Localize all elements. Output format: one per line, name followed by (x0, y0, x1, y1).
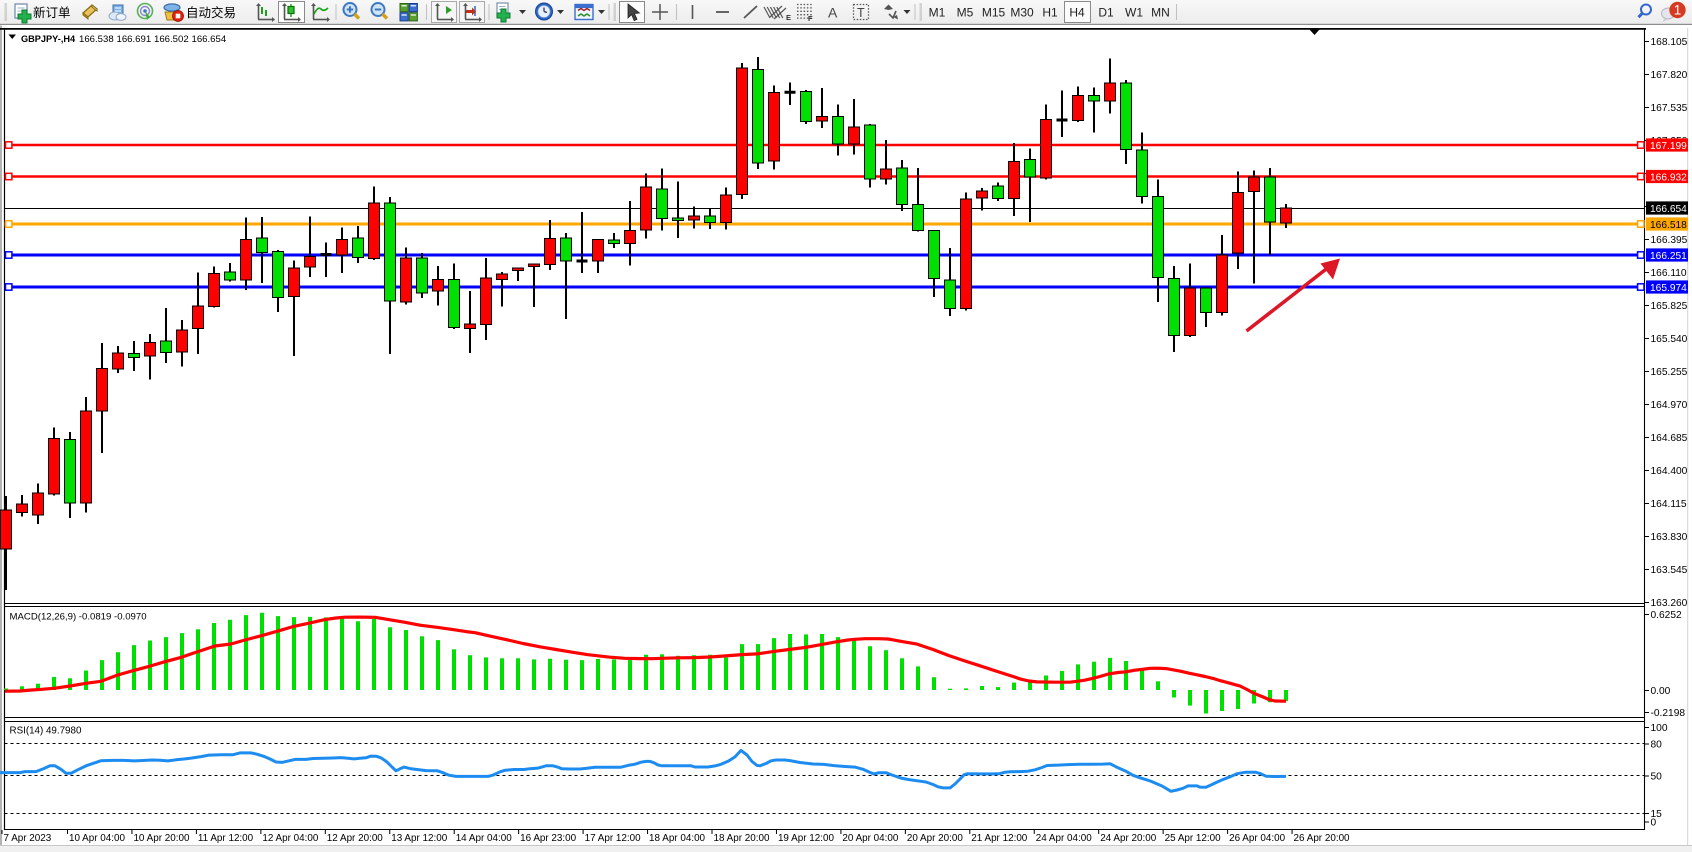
svg-text:H4: H4 (1069, 6, 1085, 20)
svg-text:15: 15 (1651, 809, 1663, 820)
svg-text:26 Apr 20:00: 26 Apr 20:00 (1294, 833, 1351, 844)
svg-text:19 Apr 12:00: 19 Apr 12:00 (778, 833, 835, 844)
svg-text:24 Apr 04:00: 24 Apr 04:00 (1036, 833, 1093, 844)
svg-text:RSI(14) 49.7980: RSI(14) 49.7980 (10, 726, 82, 737)
svg-text:F: F (808, 14, 813, 23)
svg-text:165.974: 165.974 (1650, 283, 1687, 294)
svg-text:166.502: 166.502 (154, 34, 189, 45)
svg-text:166.110: 166.110 (1651, 268, 1687, 279)
svg-text:11 Apr 12:00: 11 Apr 12:00 (198, 833, 254, 844)
svg-text:163.545: 163.545 (1651, 565, 1688, 576)
svg-text:7 Apr 2023: 7 Apr 2023 (4, 833, 52, 844)
svg-text:10 Apr 04:00: 10 Apr 04:00 (69, 833, 126, 844)
svg-text:10 Apr 20:00: 10 Apr 20:00 (133, 833, 190, 844)
svg-text:M30: M30 (1010, 6, 1034, 20)
svg-text:167.535: 167.535 (1651, 103, 1688, 114)
svg-text:20 Apr 20:00: 20 Apr 20:00 (907, 833, 964, 844)
svg-text:-0.2198: -0.2198 (1651, 708, 1686, 719)
svg-text:26 Apr 04:00: 26 Apr 04:00 (1229, 833, 1286, 844)
svg-text:0: 0 (1651, 817, 1657, 828)
svg-text:21 Apr 12:00: 21 Apr 12:00 (971, 833, 1028, 844)
svg-text:E: E (786, 13, 791, 22)
svg-text:1: 1 (1674, 3, 1682, 18)
svg-text:H1: H1 (1042, 6, 1058, 20)
svg-text:166.538: 166.538 (79, 34, 114, 45)
svg-text:自动交易: 自动交易 (186, 5, 236, 20)
svg-text:20 Apr 04:00: 20 Apr 04:00 (842, 833, 899, 844)
svg-text:T: T (857, 6, 865, 20)
svg-text:M15: M15 (982, 6, 1006, 20)
svg-text:0.00: 0.00 (1651, 686, 1671, 697)
svg-text:80: 80 (1651, 739, 1663, 750)
svg-text:16 Apr 23:00: 16 Apr 23:00 (520, 833, 577, 844)
svg-text:167.199: 167.199 (1650, 141, 1687, 152)
svg-text:164.970: 164.970 (1651, 400, 1688, 411)
svg-text:163.830: 163.830 (1651, 532, 1688, 543)
svg-text:164.400: 164.400 (1651, 466, 1688, 477)
svg-text:18 Apr 20:00: 18 Apr 20:00 (714, 833, 771, 844)
svg-text:W1: W1 (1125, 6, 1143, 20)
svg-text:GBPJPY-,H4: GBPJPY-,H4 (21, 34, 76, 44)
svg-text:166.932: 166.932 (1650, 172, 1687, 183)
svg-text:166.395: 166.395 (1651, 235, 1688, 246)
svg-text:167.820: 167.820 (1651, 70, 1688, 81)
svg-text:50: 50 (1651, 771, 1663, 782)
svg-text:18 Apr 04:00: 18 Apr 04:00 (649, 833, 706, 844)
svg-text:12 Apr 20:00: 12 Apr 20:00 (327, 833, 384, 844)
svg-text:165.540: 165.540 (1651, 334, 1688, 345)
svg-text:MN: MN (1151, 6, 1170, 20)
svg-text:M5: M5 (957, 6, 974, 20)
svg-text:168.105: 168.105 (1651, 37, 1688, 48)
svg-text:D1: D1 (1098, 6, 1114, 20)
svg-text:163.260: 163.260 (1651, 598, 1688, 609)
svg-text:166.518: 166.518 (1650, 220, 1687, 231)
svg-text:12 Apr 04:00: 12 Apr 04:00 (262, 833, 319, 844)
svg-text:166.691: 166.691 (117, 34, 152, 45)
svg-text:M1: M1 (929, 6, 946, 20)
svg-text:166.654: 166.654 (192, 34, 227, 45)
svg-text:MACD(12,26,9) -0.0819 -0.0970: MACD(12,26,9) -0.0819 -0.0970 (10, 612, 147, 623)
svg-text:164.115: 164.115 (1651, 499, 1687, 510)
svg-text:0.6252: 0.6252 (1651, 610, 1682, 621)
svg-text:17 Apr 12:00: 17 Apr 12:00 (585, 833, 642, 844)
svg-text:14 Apr 04:00: 14 Apr 04:00 (456, 833, 513, 844)
svg-text:13 Apr 12:00: 13 Apr 12:00 (391, 833, 448, 844)
svg-text:25 Apr 12:00: 25 Apr 12:00 (1165, 833, 1222, 844)
svg-text:165.255: 165.255 (1651, 367, 1688, 378)
svg-text:166.251: 166.251 (1650, 251, 1687, 262)
svg-text:新订单: 新订单 (33, 5, 71, 20)
svg-text:A: A (828, 5, 838, 21)
svg-text:24 Apr 20:00: 24 Apr 20:00 (1100, 833, 1157, 844)
svg-text:165.825: 165.825 (1651, 301, 1688, 312)
svg-text:164.685: 164.685 (1651, 433, 1688, 444)
svg-text:100: 100 (1651, 723, 1668, 734)
svg-text:166.654: 166.654 (1650, 204, 1687, 215)
